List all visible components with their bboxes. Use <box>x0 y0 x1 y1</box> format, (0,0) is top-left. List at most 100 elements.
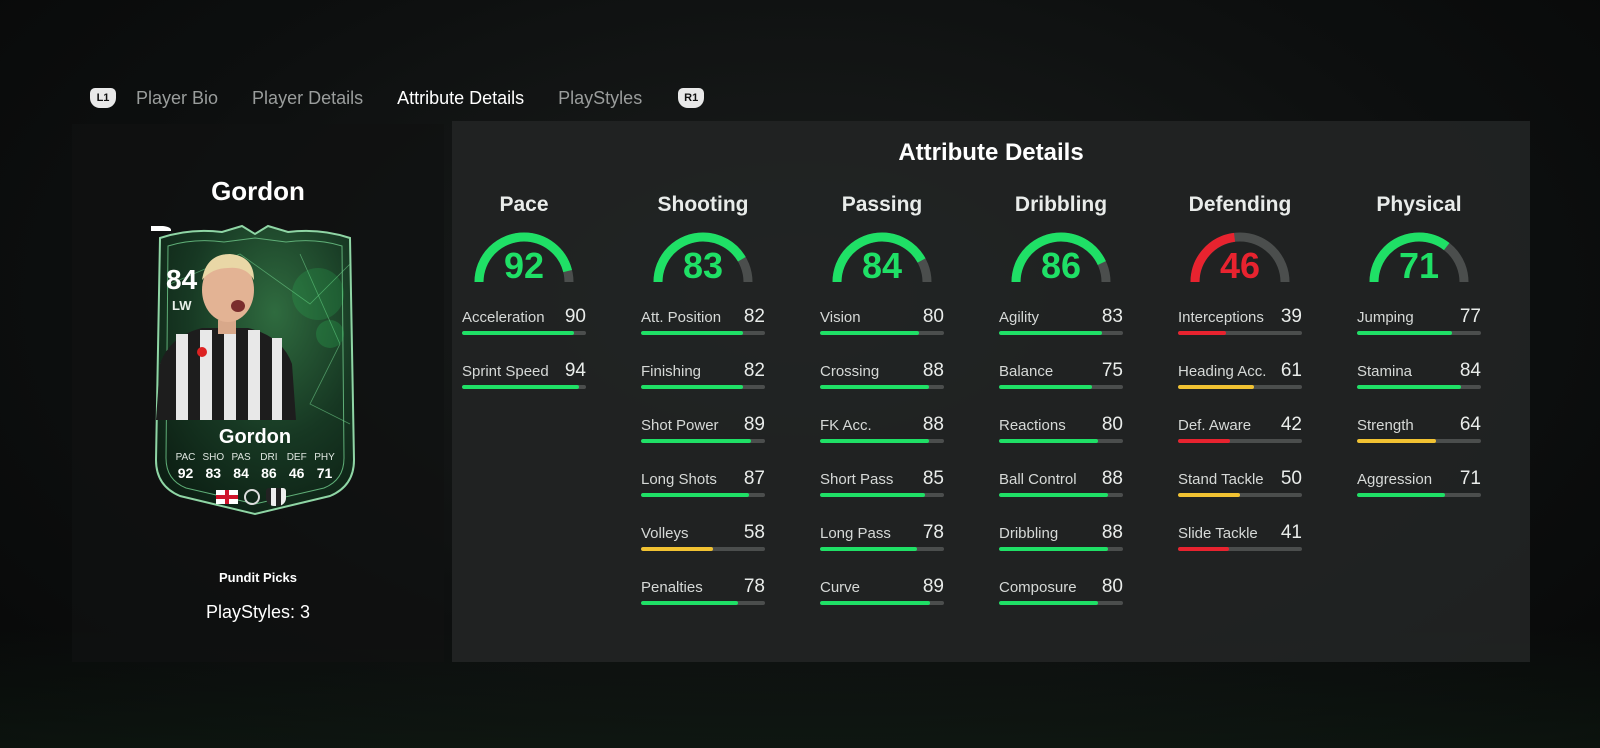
category-value: 83 <box>682 245 724 286</box>
player-card[interactable]: 84 LW Gordon PAC 92 SHO 83 PAS 84 DRI 86 DEF… <box>150 224 360 516</box>
attribute-list: Interceptions 39 Heading Acc. 61 Def. Aw… <box>1176 306 1304 579</box>
attribute-curve[interactable]: Curve 89 <box>818 576 946 633</box>
attribute-value: 94 <box>564 360 586 381</box>
attribute-value: 80 <box>922 306 944 327</box>
attribute-interceptions[interactable]: Interceptions 39 <box>1176 306 1304 363</box>
attribute-value: 78 <box>922 522 944 543</box>
card-player-name: Gordon <box>218 426 292 448</box>
panel-title: Attribute Details <box>898 139 1084 166</box>
attribute-value: 89 <box>743 414 765 435</box>
attribute-bar-fill <box>641 331 743 335</box>
card-version-label: Pundit Picks <box>218 570 298 585</box>
tab-playstyles[interactable]: PlayStyles <box>558 87 643 108</box>
attribute-value: 82 <box>743 360 765 381</box>
attribute-value: 61 <box>1280 360 1302 381</box>
attribute-acceleration[interactable]: Acceleration 90 <box>460 306 588 363</box>
attribute-ball-control[interactable]: Ball Control 88 <box>997 468 1125 525</box>
attribute-list: Att. Position 82 Finishing 82 Shot Power… <box>639 306 767 633</box>
attribute-slide-tackle[interactable]: Slide Tackle 41 <box>1176 522 1304 579</box>
attribute-sprint-speed[interactable]: Sprint Speed 94 <box>460 360 588 417</box>
attribute-name: Sprint Speed <box>462 363 549 380</box>
attribute-bar <box>999 439 1123 443</box>
attribute-vision[interactable]: Vision 80 <box>818 306 946 363</box>
attribute-list: Vision 80 Crossing 88 FK Acc. 88 Short P… <box>818 306 946 633</box>
attribute-bar-fill <box>1178 439 1231 443</box>
attribute-bar-fill <box>1178 493 1240 497</box>
attribute-fk-acc[interactable]: FK Acc. 88 <box>818 414 946 471</box>
attribute-penalties[interactable]: Penalties 78 <box>639 576 767 633</box>
attribute-volleys[interactable]: Volleys 58 <box>639 522 767 579</box>
attribute-name: Stand Tackle <box>1178 471 1264 488</box>
category-value: 92 <box>503 245 545 286</box>
attribute-value: 41 <box>1280 522 1302 543</box>
attribute-details-panel: Attribute Details Pace 92 Acceleration 90… <box>452 121 1530 662</box>
attribute-stamina[interactable]: Stamina 84 <box>1355 360 1483 417</box>
category-gauge: 86 <box>1008 229 1114 287</box>
attribute-value: 39 <box>1280 306 1302 327</box>
attribute-short-pass[interactable]: Short Pass 85 <box>818 468 946 525</box>
attribute-value: 88 <box>1101 522 1123 543</box>
attribute-crossing[interactable]: Crossing 88 <box>818 360 946 417</box>
attribute-bar-fill <box>999 493 1109 497</box>
card-stats: PAC 92 SHO 83 PAS 84 DRI 86 DEF 46 PHY 71 <box>172 452 338 481</box>
attribute-aggression[interactable]: Aggression 71 <box>1355 468 1483 525</box>
attribute-bar <box>820 385 944 389</box>
r1-button-hint[interactable]: R1 <box>678 88 705 108</box>
attribute-bar-fill <box>641 385 743 389</box>
player-portrait <box>156 254 296 420</box>
attribute-bar-fill <box>1357 331 1453 335</box>
attribute-list: Jumping 77 Stamina 84 Strength 64 Aggres… <box>1355 306 1483 525</box>
category-defending: Defending 46 Interceptions 39 Heading Acc… <box>1176 193 1304 579</box>
attribute-strength[interactable]: Strength 64 <box>1355 414 1483 471</box>
category-name: Defending <box>1188 193 1292 216</box>
attribute-att-position[interactable]: Att. Position 82 <box>639 306 767 363</box>
player-card-panel: Gordon <box>72 124 444 662</box>
attribute-name: Volleys <box>641 525 689 542</box>
attribute-long-pass[interactable]: Long Pass 78 <box>818 522 946 579</box>
attribute-bar-fill <box>641 547 713 551</box>
attribute-shot-power[interactable]: Shot Power 89 <box>639 414 767 471</box>
attribute-value: 75 <box>1101 360 1123 381</box>
attribute-value: 84 <box>1459 360 1481 381</box>
attribute-value: 88 <box>1101 468 1123 489</box>
attribute-agility[interactable]: Agility 83 <box>997 306 1125 363</box>
attribute-bar-fill <box>999 439 1099 443</box>
attribute-name: Ball Control <box>999 471 1077 488</box>
attribute-bar <box>641 493 765 497</box>
card-stat-pas: PAS 84 <box>231 452 251 481</box>
attribute-value: 83 <box>1101 306 1123 327</box>
l1-button-hint[interactable]: L1 <box>90 88 116 108</box>
attribute-long-shots[interactable]: Long Shots 87 <box>639 468 767 525</box>
attribute-balance[interactable]: Balance 75 <box>997 360 1125 417</box>
attribute-heading-acc[interactable]: Heading Acc. 61 <box>1176 360 1304 417</box>
card-stat-phy: PHY 71 <box>314 452 335 481</box>
attribute-finishing[interactable]: Finishing 82 <box>639 360 767 417</box>
tab-attribute-details[interactable]: Attribute Details <box>397 87 525 108</box>
attribute-bar <box>999 493 1123 497</box>
attribute-def-aware[interactable]: Def. Aware 42 <box>1176 414 1304 471</box>
attribute-dribbling[interactable]: Dribbling 88 <box>997 522 1125 579</box>
card-stat-sho: SHO 83 <box>202 452 225 481</box>
attribute-name: Stamina <box>1357 363 1413 380</box>
tab-player-details[interactable]: Player Details <box>252 87 364 108</box>
card-position: LW <box>172 298 192 313</box>
attribute-reactions[interactable]: Reactions 80 <box>997 414 1125 471</box>
tab-player-bio[interactable]: Player Bio <box>136 87 219 108</box>
card-stat-pac: PAC 92 <box>175 452 196 481</box>
attribute-name: Heading Acc. <box>1178 363 1267 380</box>
attribute-bar-fill <box>999 547 1109 551</box>
attribute-bar <box>820 601 944 605</box>
attribute-bar <box>820 547 944 551</box>
attribute-jumping[interactable]: Jumping 77 <box>1355 306 1483 363</box>
attribute-bar <box>1357 493 1481 497</box>
card-badges <box>216 488 286 506</box>
attribute-name: Slide Tackle <box>1178 525 1258 542</box>
attribute-stand-tackle[interactable]: Stand Tackle 50 <box>1176 468 1304 525</box>
attribute-name: Vision <box>820 309 861 326</box>
attribute-composure[interactable]: Composure 80 <box>997 576 1125 633</box>
category-gauge: 92 <box>471 229 577 287</box>
attribute-value: 90 <box>564 306 586 327</box>
attribute-bar <box>641 547 765 551</box>
attribute-value: 89 <box>922 576 944 597</box>
attribute-name: Crossing <box>820 363 880 380</box>
